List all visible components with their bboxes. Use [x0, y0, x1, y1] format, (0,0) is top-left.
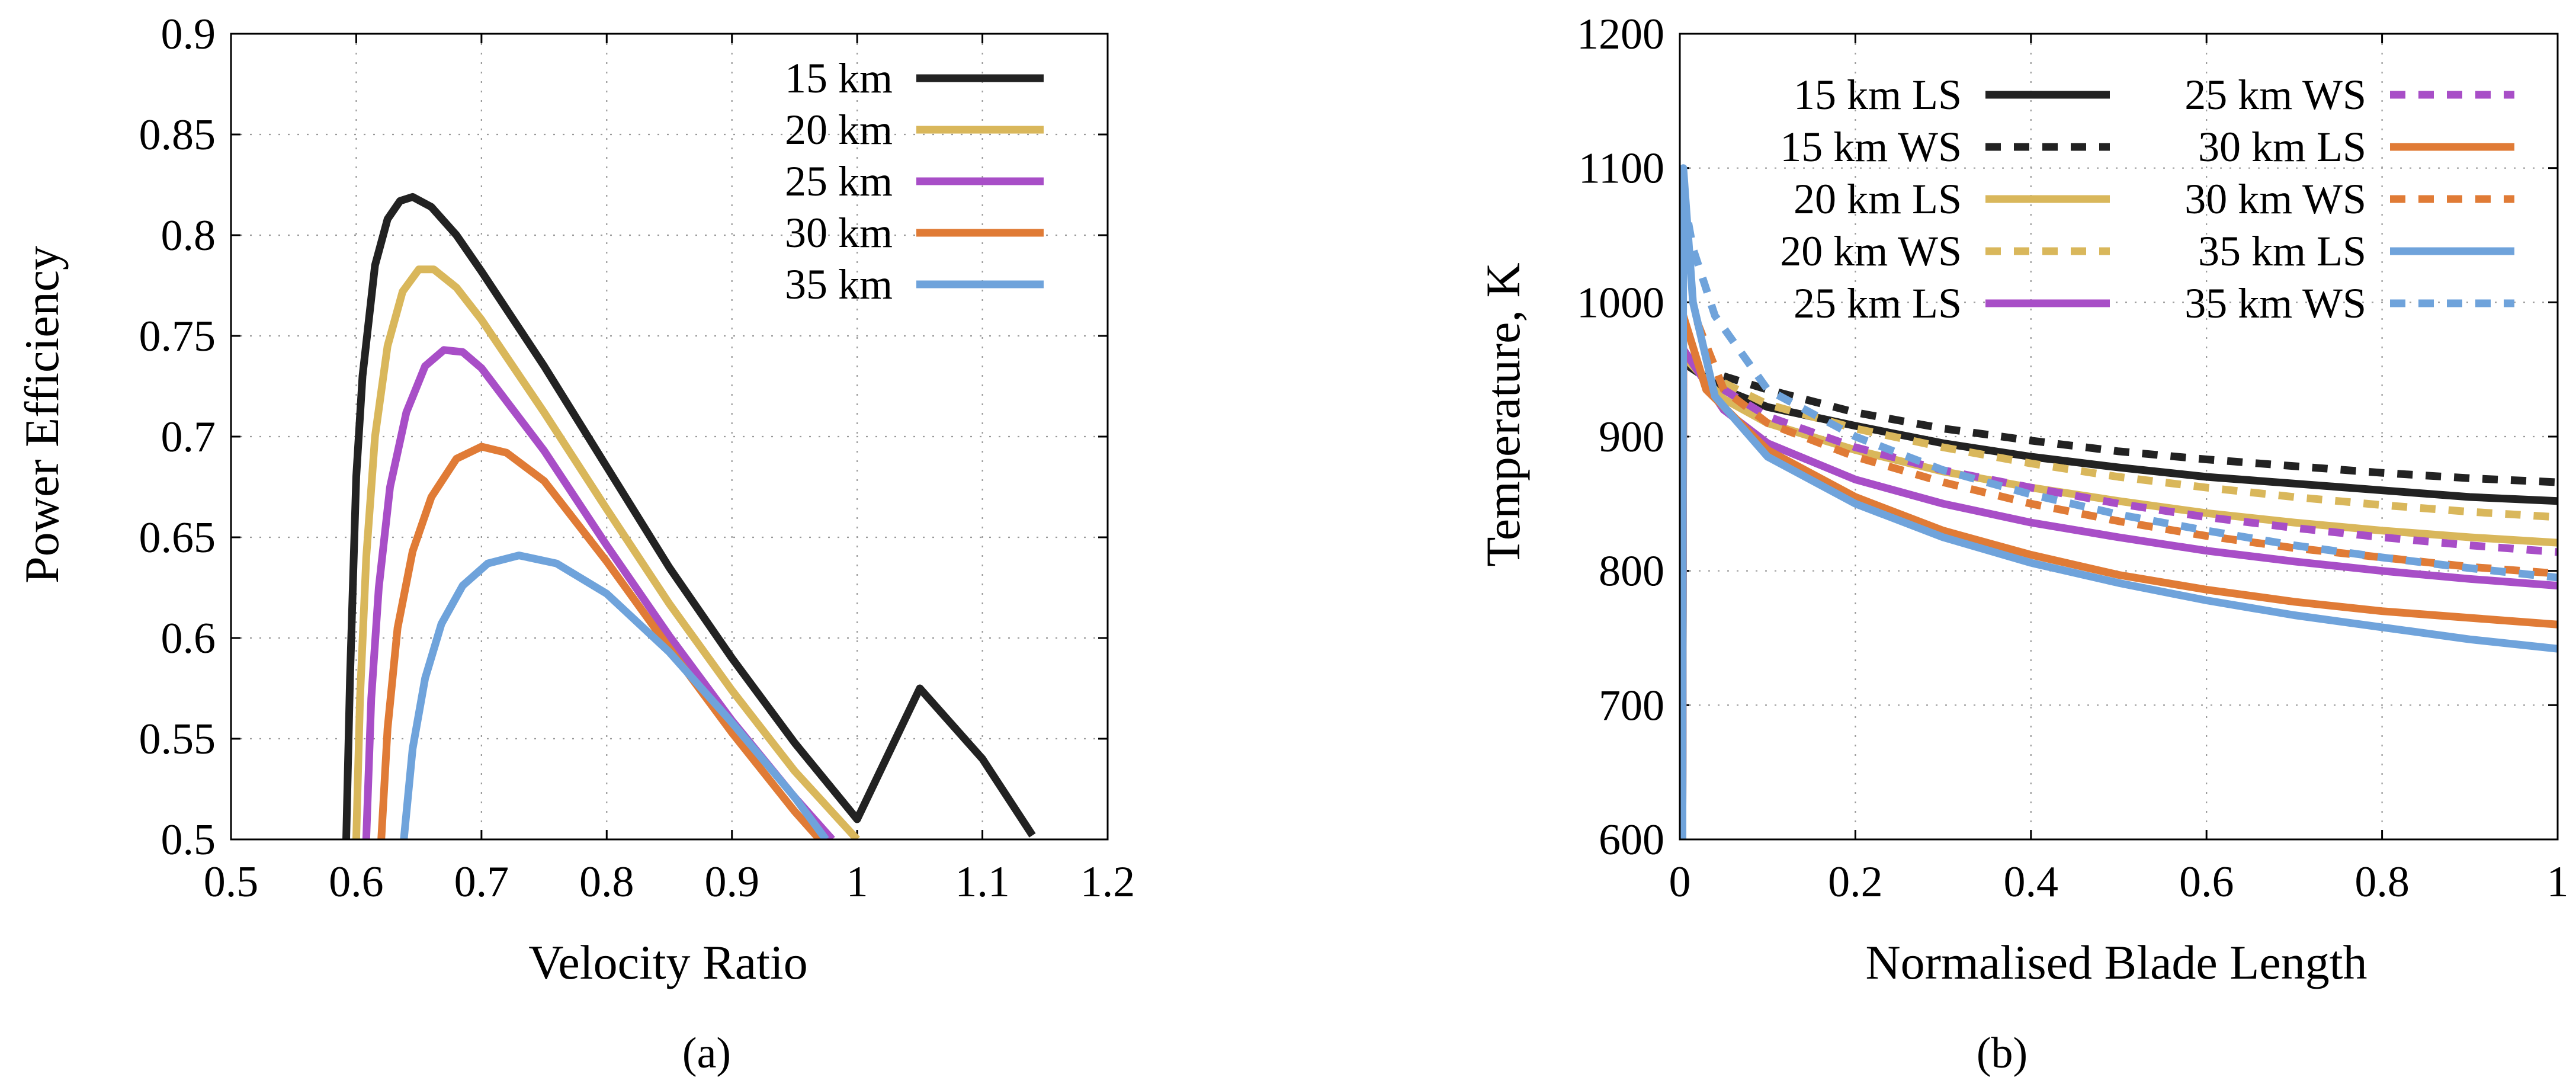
- panel-a-series-25-km: [362, 346, 835, 839]
- panel-b-legend-label: 15 km LS: [1794, 71, 1962, 118]
- panel-b-y-tick-label: 700: [1599, 681, 1664, 730]
- panel-b-caption: (b): [1977, 1029, 2028, 1078]
- panel-a-y-axis-label: Power Efficiency: [15, 246, 69, 584]
- panel-b-legend-label: 35 km WS: [2184, 280, 2366, 327]
- panel-b-y-tick-label: 900: [1599, 413, 1664, 461]
- panel-a-y-tick-label: 0.6: [161, 614, 216, 663]
- panel-a-chart: Power Efficiency Velocity Ratio 0.5 0.6 0.…: [15, 10, 1135, 989]
- panel-b-y-tick-label: 800: [1599, 547, 1664, 596]
- panel-a-legend-label: 30 km: [785, 209, 893, 257]
- panel-b-legend-label: 30 km WS: [2184, 175, 2366, 223]
- panel-a-x-tick-label: 1.1: [955, 858, 1010, 906]
- panel-b-x-axis-label: Normalised Blade Length: [1865, 935, 2367, 989]
- panel-b-y-axis-label: Temperature, K: [1476, 262, 1530, 566]
- panel-a-x-tick-label: 0.8: [579, 858, 634, 906]
- panel-b-x-tick-label: 0.2: [1828, 858, 1883, 906]
- panel-b-y-tick-label: 600: [1599, 816, 1664, 864]
- panel-a-legend-label: 20 km: [785, 106, 893, 153]
- panel-a-x-tick-label: 1.2: [1080, 858, 1135, 906]
- panel-a-series-20-km: [352, 265, 860, 839]
- panel-a-y-tick-label: 0.5: [161, 816, 216, 864]
- panel-a-series-30-km: [377, 443, 823, 839]
- panel-a-legend-label: 15 km: [785, 54, 893, 102]
- panel-b-x-tick-label: 0.8: [2354, 858, 2410, 906]
- panel-a-y-tick-label: 0.75: [139, 312, 216, 361]
- panel-b-series-20-km-ls: [1680, 352, 2558, 839]
- panel-a-x-tick-label: 0.5: [204, 858, 259, 906]
- panel-a-x-tick-label: 1: [846, 858, 868, 906]
- panel-a-y-tick-label: 0.7: [161, 413, 216, 461]
- panel-b-y-tick-label: 1200: [1577, 10, 1664, 59]
- panel-b-chart: Temperature, K Normalised Blade Length 0…: [1476, 10, 2569, 989]
- panel-b-series-20-km-ws: [1722, 379, 2558, 521]
- panel-a-x-axis-label: Velocity Ratio: [528, 935, 807, 989]
- panel-a-legend-label: 25 km: [785, 158, 893, 205]
- panel-b-legend-label: 25 km WS: [2184, 71, 2366, 118]
- panel-a-y-tick-label: 0.85: [139, 111, 216, 159]
- panel-b-series-35-km-ls: [1680, 164, 2558, 839]
- panel-a-y-tick-label: 0.65: [139, 514, 216, 562]
- panel-a-y-tick-label: 0.8: [161, 211, 216, 260]
- panel-a-y-tick-label: 0.55: [139, 715, 216, 764]
- panel-a-legend-label: 35 km: [785, 261, 893, 308]
- panel-a-series-35-km: [400, 552, 829, 839]
- panel-b-plot-frame: [1679, 33, 2559, 841]
- panel-a-x-tick-label: 0.7: [454, 858, 509, 906]
- panel-a-caption: (a): [682, 1029, 731, 1078]
- panel-b-legend-label: 25 km LS: [1794, 280, 1962, 327]
- panel-b-y-tick-label: 1100: [1579, 145, 1664, 193]
- panel-a-x-tick-label: 0.9: [704, 858, 759, 906]
- panel-b-series-35-km-ws: [1680, 194, 2558, 582]
- panel-b-x-tick-label: 0.4: [2004, 858, 2059, 906]
- panel-b-legend-label: 20 km WS: [1780, 227, 1962, 275]
- panel-b-series-25-km-ls: [1680, 345, 2558, 839]
- panel-b-x-tick-label: 0.6: [2179, 858, 2234, 906]
- panel-a-y-tick-label: 0.9: [161, 10, 216, 59]
- panel-a-series-15-km: [342, 193, 1036, 839]
- panel-b-y-tick-label: 1000: [1577, 278, 1664, 327]
- panel-b-series-30-km-ls: [1680, 312, 2558, 839]
- panel-b-x-tick-label: 0: [1669, 858, 1691, 906]
- panel-b-series-30-km-ws: [1693, 320, 2558, 578]
- panel-b-x-tick-label: 1: [2547, 858, 2569, 906]
- panel-a-plot-frame: [230, 33, 1109, 841]
- panel-b-legend-label: 30 km LS: [2198, 123, 2366, 171]
- panel-b-legend-label: 20 km LS: [1794, 175, 1962, 223]
- panel-a-x-tick-label: 0.6: [329, 858, 384, 906]
- panel-b-legend-label: 15 km WS: [1780, 123, 1962, 171]
- panel-b-series-15-km-ws: [1722, 372, 2558, 486]
- panel-b-legend-label: 35 km LS: [2198, 227, 2366, 275]
